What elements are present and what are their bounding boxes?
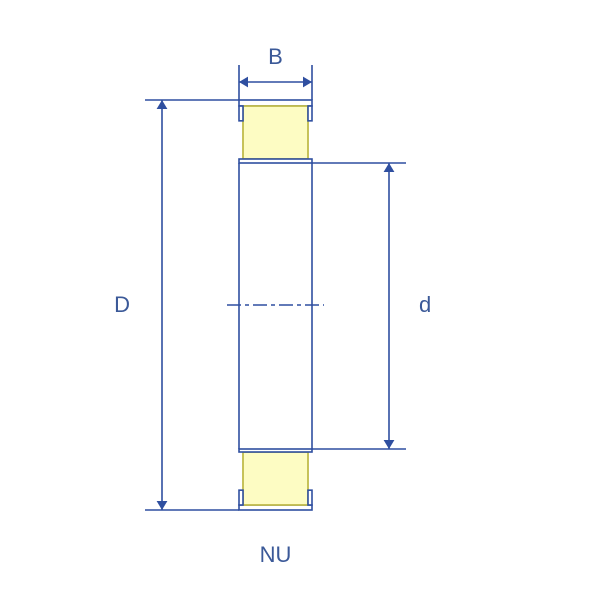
caption-label: NU bbox=[260, 542, 292, 567]
dim-B-label: B bbox=[268, 44, 283, 69]
dim-D-label: D bbox=[114, 292, 130, 317]
dim-d-label: d bbox=[419, 292, 431, 317]
diagram-stage: B Dd NU bbox=[0, 0, 600, 600]
